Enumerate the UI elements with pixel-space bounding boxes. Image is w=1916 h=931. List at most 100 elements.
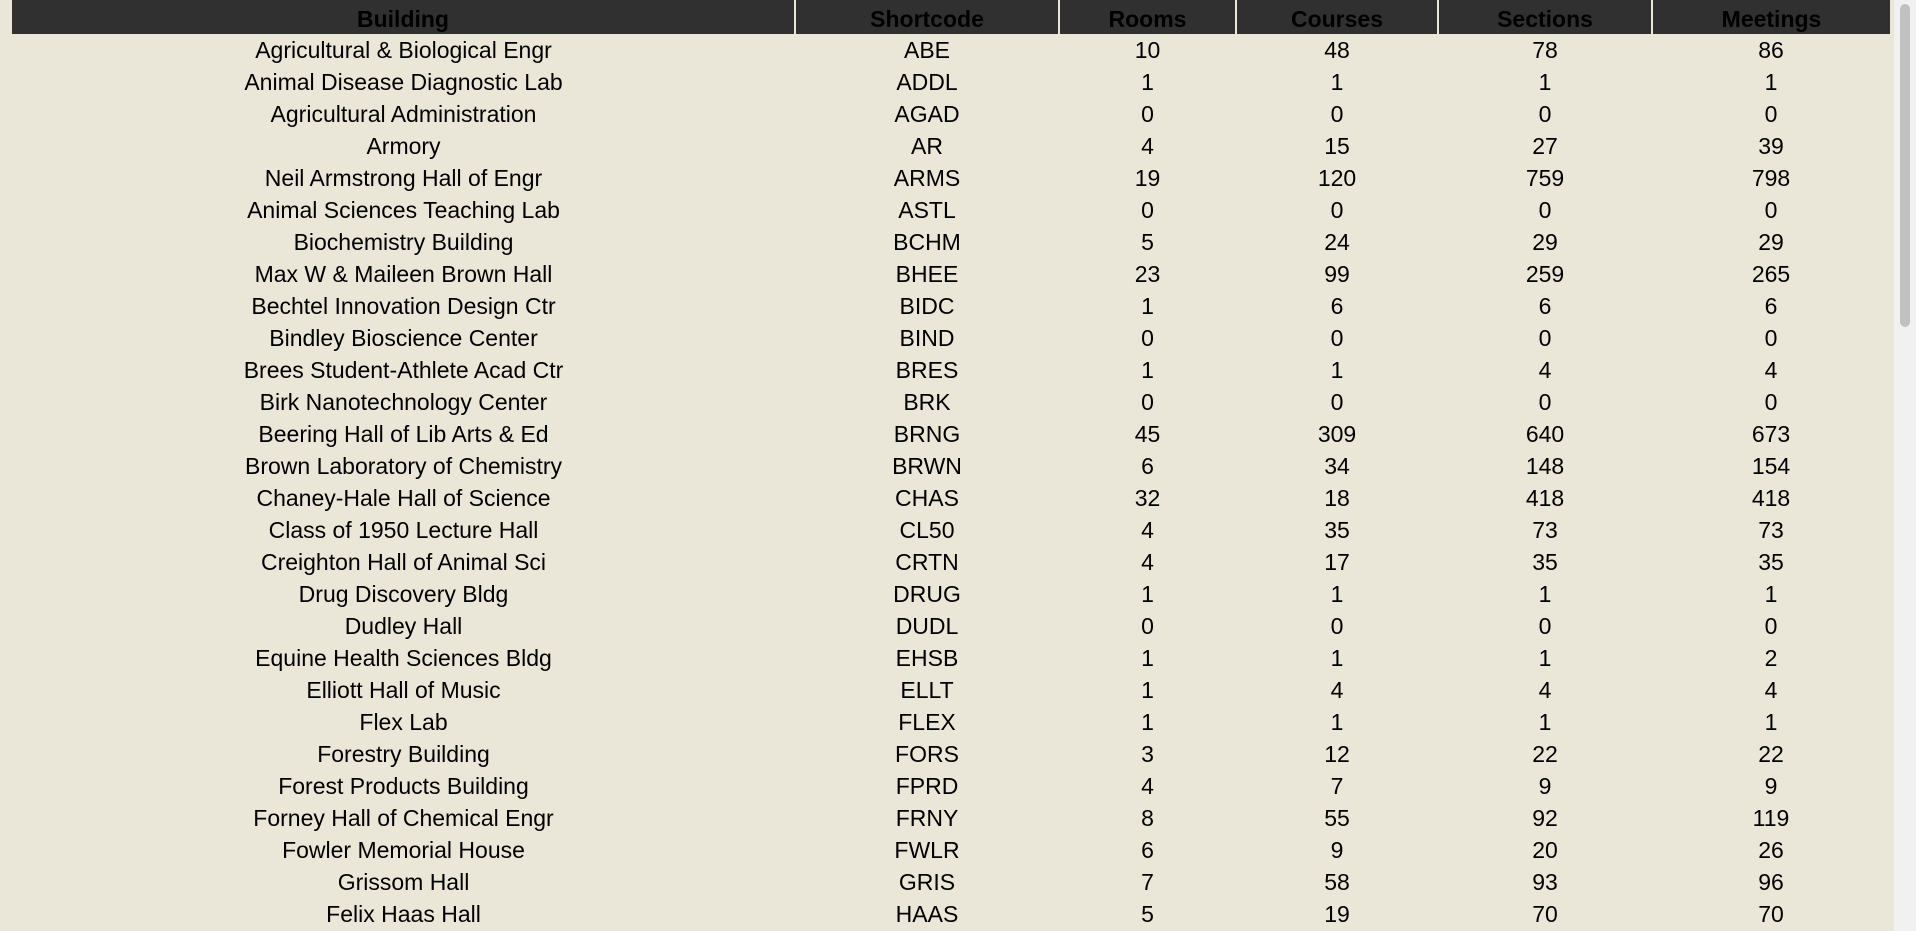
cell-sections: 6 [1538,293,1552,319]
cell-shortcode: BRNG [893,421,961,447]
cell-sections: 1 [1538,69,1552,95]
cell-rooms: 1 [1141,581,1154,607]
cell-courses: 4 [1330,677,1344,703]
cell-courses: 0 [1330,613,1344,639]
buildings-table-container: Building Shortcode Rooms Courses Section… [12,0,1890,930]
table-row: Armory AR 4 15 27 39 [12,130,1890,162]
cell-building: Brees Student-Athlete Acad Ctr [243,357,564,383]
cell-rooms: 0 [1141,325,1154,351]
cell-sections: 148 [1525,453,1565,479]
cell-building: Forestry Building [317,741,490,767]
cell-shortcode: AGAD [894,101,960,127]
table-row: Biochemistry Building BCHM 5 24 29 29 [12,226,1890,258]
cell-courses: 15 [1324,133,1350,159]
header-shortcode[interactable]: Shortcode [795,0,1060,34]
table-row: Neil Armstrong Hall of Engr ARMS 19 120 759 7… [12,162,1890,194]
cell-shortcode: ELLT [900,677,954,703]
cell-shortcode: FORS [895,741,959,767]
cell-meetings: 119 [1752,805,1790,831]
cell-rooms: 32 [1134,485,1161,511]
cell-courses: 17 [1324,549,1350,575]
header-row: Building Shortcode Rooms Courses Section… [12,0,1890,34]
table-row: Grissom Hall GRIS 7 58 93 96 [12,866,1890,898]
header-courses[interactable]: Courses [1236,0,1439,34]
cell-building: Forest Products Building [278,773,529,799]
table-row: Max W & Maileen Brown Hall BHEE 23 99 259 265 [12,258,1890,290]
cell-building: Drug Discovery Bldg [298,581,509,607]
header-building[interactable]: Building [12,0,796,34]
cell-shortcode: FPRD [895,773,959,799]
vertical-scrollbar[interactable] [1894,0,1916,931]
cell-rooms: 1 [1141,357,1154,383]
cell-sections: 9 [1538,773,1552,799]
cell-rooms: 0 [1141,101,1154,127]
cell-building: Agricultural & Biological Engr [255,37,552,63]
cell-meetings: 73 [1758,517,1784,543]
cell-building: Beering Hall of Lib Arts & Ed [258,421,549,447]
cell-sections: 78 [1532,37,1558,63]
cell-rooms: 6 [1141,453,1154,479]
cell-courses: 19 [1324,901,1350,927]
table-row: Equine Health Sciences Bldg EHSB 1 1 1 2 [12,642,1890,674]
scrollbar-thumb[interactable] [1900,4,1910,327]
cell-building: Creighton Hall of Animal Sci [260,549,547,575]
cell-meetings: 265 [1751,261,1791,287]
cell-courses: 0 [1330,197,1344,223]
cell-sections: 1 [1538,581,1552,607]
cell-building: Armory [366,133,441,159]
cell-sections: 0 [1538,389,1552,415]
cell-meetings: 1 [1764,581,1778,607]
cell-rooms: 6 [1141,837,1154,863]
cell-courses: 1 [1330,69,1344,95]
table-row: Forest Products Building FPRD 4 7 9 9 [12,770,1890,802]
cell-meetings: 0 [1764,613,1778,639]
cell-shortcode: FLEX [898,709,956,735]
cell-shortcode: BIND [899,325,955,351]
cell-rooms: 0 [1141,389,1154,415]
table-row: Animal Disease Diagnostic Lab ADDL 1 1 1 1 [12,66,1890,98]
cell-building: Grissom Hall [337,869,470,895]
cell-shortcode: BHEE [895,261,959,287]
cell-building: Chaney-Hale Hall of Science [256,485,551,511]
cell-courses: 309 [1317,421,1357,447]
cell-courses: 1 [1330,645,1344,671]
header-rooms[interactable]: Rooms [1059,0,1237,34]
cell-sections: 92 [1532,805,1558,831]
cell-building: Class of 1950 Lecture Hall [268,517,539,543]
cell-sections: 759 [1525,165,1565,191]
table-row: Creighton Hall of Animal Sci CRTN 4 17 35 35 [12,546,1890,578]
cell-courses: 0 [1330,325,1344,351]
cell-meetings: 0 [1764,197,1778,223]
cell-shortcode: ASTL [898,197,956,223]
table-row: Class of 1950 Lecture Hall CL50 4 35 73 73 [12,514,1890,546]
cell-rooms: 1 [1141,709,1154,735]
cell-building: Dudley Hall [344,613,463,639]
cell-rooms: 7 [1141,869,1154,895]
cell-meetings: 0 [1764,325,1778,351]
header-sections[interactable]: Sections [1438,0,1653,34]
cell-courses: 0 [1330,101,1344,127]
cell-courses: 24 [1324,229,1350,255]
table-row: Birk Nanotechnology Center BRK 0 0 0 0 [12,386,1890,418]
table-row: Elliott Hall of Music ELLT 1 4 4 4 [12,674,1890,706]
cell-courses: 34 [1324,453,1350,479]
header-meetings[interactable]: Meetings [1652,0,1890,34]
cell-courses: 9 [1330,837,1344,863]
cell-shortcode: BRES [895,357,959,383]
cell-rooms: 4 [1141,773,1154,799]
cell-meetings: 1 [1764,709,1778,735]
cell-meetings: 96 [1758,869,1784,895]
cell-courses: 120 [1317,165,1357,191]
cell-building: Animal Disease Diagnostic Lab [244,69,563,95]
cell-meetings: 0 [1764,101,1778,127]
cell-sections: 22 [1532,741,1558,767]
table-header: Building Shortcode Rooms Courses Section… [12,0,1890,34]
cell-rooms: 45 [1134,421,1161,447]
table-row: Bindley Bioscience Center BIND 0 0 0 0 [12,322,1890,354]
cell-shortcode: BCHM [893,229,961,255]
cell-sections: 29 [1532,229,1558,255]
cell-shortcode: DRUG [893,581,961,607]
cell-meetings: 70 [1758,901,1784,927]
cell-courses: 48 [1324,37,1350,63]
cell-meetings: 22 [1758,741,1784,767]
